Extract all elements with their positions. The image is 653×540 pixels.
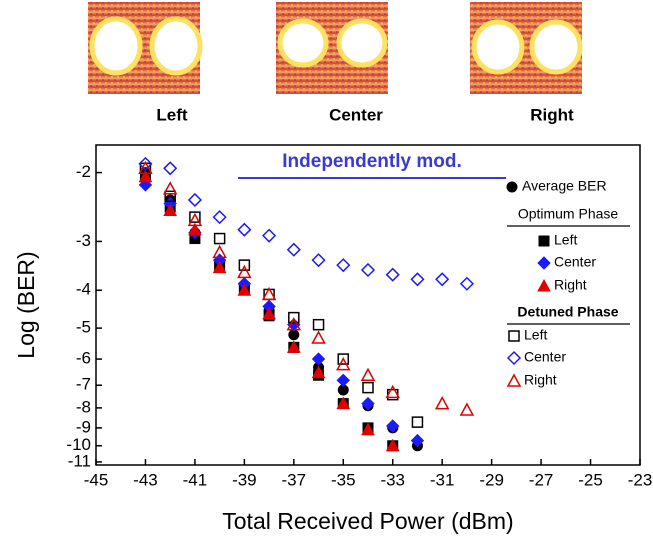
data-point [288, 244, 300, 256]
data-point [363, 383, 373, 393]
x-tick-label: -31 [430, 470, 455, 489]
data-point [436, 273, 448, 285]
legend-label: Right [554, 277, 587, 293]
legend-label: Left [524, 327, 547, 343]
x-tick-label: -39 [232, 470, 257, 489]
y-tick-label: -4 [76, 280, 91, 299]
data-point [388, 390, 398, 400]
y-tick-label: -3 [76, 231, 91, 250]
eye-diagram [470, 2, 582, 94]
legend-marker [538, 280, 550, 291]
data-point [164, 183, 176, 194]
data-point [313, 353, 325, 365]
data-point [238, 224, 250, 236]
legend-header: Optimum Phase [518, 206, 619, 222]
eye-label: Left [156, 105, 188, 124]
data-point [337, 374, 349, 386]
x-tick-label: -35 [331, 470, 356, 489]
y-axis-label: Log (BER) [13, 251, 39, 358]
legend-marker [508, 375, 520, 386]
eye-diagram [88, 2, 200, 94]
legend-label: Left [554, 232, 577, 248]
y-tick-label: -5 [76, 318, 91, 337]
data-point [436, 398, 448, 409]
x-tick-label: -33 [380, 470, 405, 489]
eye-diagrams [88, 2, 582, 94]
x-tick-label: -23 [628, 470, 653, 489]
x-tick-label: -41 [183, 470, 208, 489]
data-point [411, 273, 423, 285]
data-point [263, 230, 275, 242]
legend-marker [509, 331, 519, 341]
data-point [461, 278, 473, 290]
legend-header: Detuned Phase [517, 304, 618, 320]
data-point [461, 404, 473, 415]
y-tick-label: -9 [76, 417, 91, 436]
data-point [362, 369, 374, 380]
data-point [215, 234, 225, 244]
data-point [362, 264, 374, 276]
eye-diagram [276, 2, 388, 94]
figure: Left Center Right Independently mod. Tot… [0, 0, 653, 540]
x-tick-label: -37 [282, 470, 307, 489]
page: {"eye_labels": ["Left", "Center", "Right… [0, 0, 653, 540]
x-tick-label: -25 [578, 470, 603, 489]
data-point [337, 259, 349, 271]
y-tick-label: -11 [68, 451, 91, 470]
data-point [412, 417, 422, 427]
data-point [189, 194, 201, 206]
eye-label: Center [329, 105, 383, 124]
legend-label: Center [554, 254, 596, 270]
data-point [387, 269, 399, 281]
data-point [313, 332, 325, 343]
legend-marker [539, 236, 549, 246]
data-point [164, 162, 176, 174]
y-tick-label: -8 [76, 397, 91, 416]
data-point [314, 320, 324, 330]
annotation: Independently mod. [282, 151, 461, 172]
legend-marker [538, 257, 550, 269]
data-point [288, 319, 300, 331]
data-point [214, 211, 226, 223]
y-tick-label: -6 [76, 349, 91, 368]
x-tick-label: -45 [84, 470, 109, 489]
x-axis-label: Total Received Power (dBm) [222, 508, 513, 534]
legend-label: Center [524, 349, 566, 365]
eye-label: Right [530, 105, 574, 124]
legend-marker [508, 352, 520, 364]
x-tick-label: -29 [479, 470, 504, 489]
legend-label: Right [524, 372, 557, 388]
legend-label: Average BER [522, 178, 607, 194]
data-point [238, 266, 250, 277]
y-tick-label: -7 [76, 375, 91, 394]
x-tick-label: -43 [133, 470, 158, 489]
legend-marker [507, 182, 517, 192]
x-tick-label: -27 [529, 470, 554, 489]
data-point [313, 254, 325, 266]
data-point [387, 386, 399, 397]
y-tick-label: -2 [76, 162, 91, 181]
